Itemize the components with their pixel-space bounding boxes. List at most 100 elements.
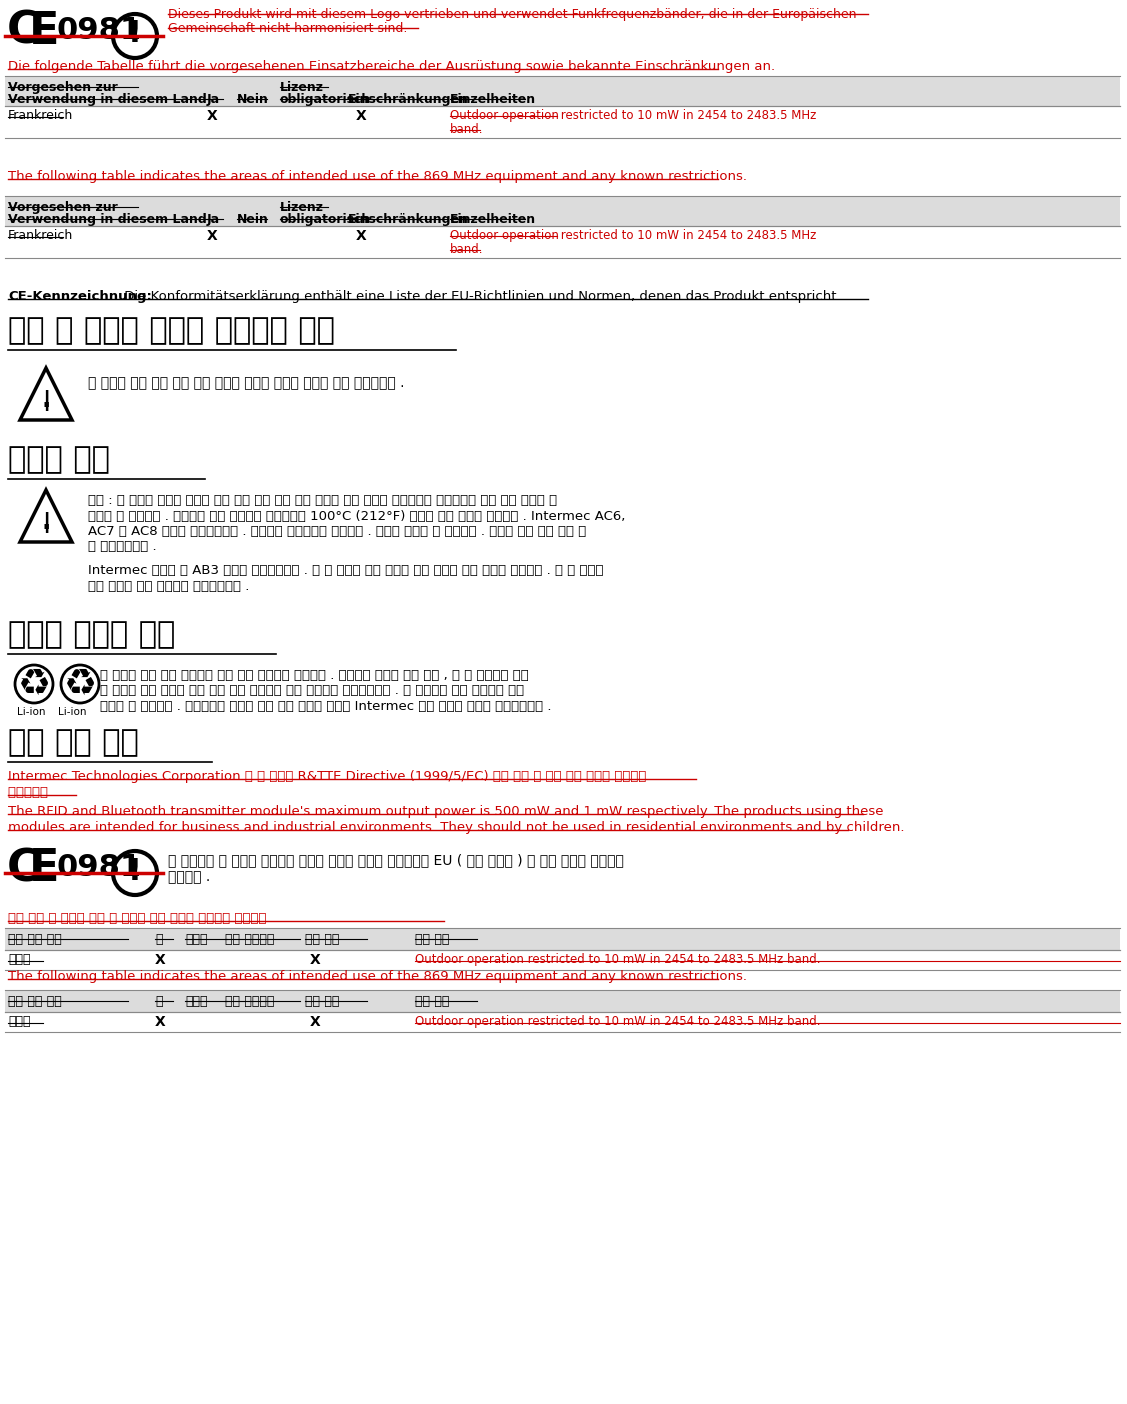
Text: ♻: ♻ — [18, 665, 51, 702]
Text: band.: band. — [450, 243, 483, 256]
Text: 0981: 0981 — [57, 854, 142, 882]
Text: 장비 사용 국가: 장비 사용 국가 — [8, 934, 62, 946]
Text: 프랑스: 프랑스 — [8, 1015, 30, 1028]
Text: AC7 및 AC8 모델만 사용하십시오 . 배터리를 단락시키지 마십시오 . 화재가 발생할 수 있습니다 . 어린이 손이 닿지 않는 곳: AC7 및 AC8 모델만 사용하십시오 . 배터리를 단락시키지 마십시오 .… — [88, 525, 586, 538]
Text: Outdoor operation restricted to 10 mW in 2454 to 2483.5 MHz band.: Outdoor operation restricted to 10 mW in… — [415, 953, 820, 966]
Text: .: . — [42, 388, 51, 413]
FancyBboxPatch shape — [5, 990, 1120, 1012]
Text: 이 표시는 제품 사용 전에 모든 설명서 내용을 읽어야 한다는 것을 나타냅니다 .: 이 표시는 제품 사용 전에 모든 설명서 내용을 읽어야 한다는 것을 나타냅… — [88, 376, 405, 390]
Text: C: C — [7, 10, 39, 53]
Text: 팩은 지침에 따라 올바르게 폐기하십시오 .: 팩은 지침에 따라 올바르게 폐기하십시오 . — [88, 580, 249, 592]
Text: 필요 라이센스: 필요 라이센스 — [225, 934, 274, 946]
Text: 아래 표에 이 장비의 용도 및 알려진 규정 사항이 표시되어 있습니다 .: 아래 표에 이 장비의 용도 및 알려진 규정 사항이 표시되어 있습니다 . — [8, 913, 275, 925]
Text: Vorgesehen zur: Vorgesehen zur — [8, 81, 117, 94]
Text: 프랑스: 프랑스 — [8, 953, 30, 966]
Text: 규정 사항: 규정 사항 — [305, 995, 339, 1008]
Text: 않습니다 .: 않습니다 . — [168, 870, 211, 885]
Text: Li-ion: Li-ion — [17, 708, 45, 717]
FancyBboxPatch shape — [5, 928, 1120, 951]
Text: Intermec Technologies Corporation 은 이 모듈이 R&TTE Directive (1999/5/EC) 필수 조건 및 기타: Intermec Technologies Corporation 은 이 모듈… — [8, 769, 647, 783]
FancyBboxPatch shape — [5, 1012, 1120, 1032]
Text: 규정 사항: 규정 사항 — [305, 934, 339, 946]
Text: X: X — [156, 1015, 166, 1029]
Text: !: ! — [128, 856, 142, 886]
Text: 아니오: 아니오 — [185, 995, 207, 1008]
Text: Intermec 배터리 팩 AB3 모델만 사용하십시오 . 그 외 배터리 팩을 사용할 경우 화재나 폭발 위험이 있습니다 . 다 쓴 배터리: Intermec 배터리 팩 AB3 모델만 사용하십시오 . 그 외 배터리 … — [88, 564, 603, 577]
Text: 이 제품에는 이 로고가 부착되어 있으며 고주파 대역을 사용하므로 EU ( 유럽 공동체 ) 의 경우 사용이 적합하지: 이 제품에는 이 로고가 부착되어 있으며 고주파 대역을 사용하므로 EU (… — [168, 854, 624, 868]
Text: 에 보관하십시오 .: 에 보관하십시오 . — [88, 541, 157, 553]
Text: 0981: 0981 — [57, 15, 142, 45]
Text: |: | — [42, 511, 50, 532]
Text: 주요 무선 정보: 주요 무선 정보 — [8, 729, 139, 757]
Text: Frankreich: Frankreich — [8, 110, 73, 122]
Text: Vorgesehen zur: Vorgesehen zur — [8, 201, 117, 213]
Text: Verwendung in diesem Land: Verwendung in diesem Land — [8, 93, 206, 105]
Text: 주의 : 이 장치에 사용된 배터리 팩은 잘못 다룰 경우 불이 붙거나 화학 반응을 일으키거나 폭발하거나 또는 유독 물질이 흘: 주의 : 이 장치에 사용된 배터리 팩은 잘못 다룰 경우 불이 붙거나 화학… — [88, 494, 557, 507]
Text: Frankreich: Frankreich — [8, 229, 73, 241]
Text: ♻: ♻ — [63, 665, 97, 702]
FancyBboxPatch shape — [5, 951, 1120, 970]
Text: 필요 라이센스: 필요 라이센스 — [225, 995, 274, 1008]
Text: Outdoor operation: Outdoor operation — [450, 110, 559, 122]
Text: X: X — [207, 229, 218, 243]
Text: 상세 정보: 상세 정보 — [415, 995, 450, 1008]
Text: Verwendung in diesem Land: Verwendung in diesem Land — [8, 213, 206, 226]
Text: 장비 사용 국가: 장비 사용 국가 — [8, 995, 62, 1008]
Text: Lizenz: Lizenz — [279, 81, 323, 94]
Text: 예: 예 — [156, 995, 162, 1008]
Text: Outdoor operation: Outdoor operation — [450, 229, 559, 241]
Text: 배터리 정보: 배터리 정보 — [8, 445, 109, 475]
FancyBboxPatch shape — [5, 197, 1120, 226]
Text: Die folgende Tabelle führt die vorgesehenen Einsatzbereiche der Ausrüstung sowie: Die folgende Tabelle führt die vorgesehe… — [8, 60, 775, 73]
Text: X: X — [207, 110, 218, 124]
Text: E: E — [29, 10, 60, 53]
Text: Li-ion: Li-ion — [57, 708, 87, 717]
Text: 시 공인된 폐기 업체나 위험 물질 처리 작업장을 통해 안전하게 폐기하십시오 . 이 배터리는 다른 쓰레기와 함께: 시 공인된 폐기 업체나 위험 물질 처리 작업장을 통해 안전하게 폐기하십시… — [100, 685, 524, 698]
Text: Einschränkungen: Einschränkungen — [348, 93, 469, 105]
Text: 처리할 수 없습니다 . 재활용이나 폐기에 대한 기타 자세한 사항은 Intermec 기술 서비스 센터에 문의하십시오 .: 처리할 수 없습니다 . 재활용이나 폐기에 대한 기타 자세한 사항은 Int… — [100, 701, 551, 713]
Text: restricted to 10 mW in 2454 to 2483.5 MHz: restricted to 10 mW in 2454 to 2483.5 MH… — [557, 229, 816, 241]
Text: Einzelheiten: Einzelheiten — [450, 93, 536, 105]
Text: 아니오: 아니오 — [185, 934, 207, 946]
Text: X: X — [356, 229, 366, 243]
Text: 미국 및 캐나다 이외의 거주자의 경우: 미국 및 캐나다 이외의 거주자의 경우 — [8, 316, 335, 345]
Text: Gemeinschaft nicht harmonisiert sind.: Gemeinschaft nicht harmonisiert sind. — [168, 22, 407, 35]
Text: Outdoor operation restricted to 10 mW in 2454 to 2483.5 MHz band.: Outdoor operation restricted to 10 mW in… — [415, 1015, 820, 1028]
Text: 예: 예 — [156, 934, 162, 946]
Text: band.: band. — [450, 124, 483, 136]
Text: The following table indicates the areas of intended use of the 869 MHz equipment: The following table indicates the areas … — [8, 170, 747, 183]
Text: 상세 정보: 상세 정보 — [415, 934, 450, 946]
Text: X: X — [310, 1015, 321, 1029]
Text: The following table indicates the areas of intended use of the 869 MHz equipment: The following table indicates the areas … — [8, 970, 747, 983]
Text: Dieses Produkt wird mit diesem Logo vertrieben und verwendet Funkfrequenzbänder,: Dieses Produkt wird mit diesem Logo vert… — [168, 8, 857, 21]
Text: Nein: Nein — [237, 93, 269, 105]
FancyBboxPatch shape — [5, 76, 1120, 105]
FancyBboxPatch shape — [5, 226, 1120, 258]
Text: 보증합니다 .: 보증합니다 . — [8, 785, 56, 799]
Text: obligatorisch: obligatorisch — [279, 93, 371, 105]
Text: restricted to 10 mW in 2454 to 2483.5 MHz: restricted to 10 mW in 2454 to 2483.5 MH… — [557, 110, 816, 122]
Text: CE-Kennzeichnung:: CE-Kennzeichnung: — [8, 291, 152, 303]
Text: X: X — [156, 953, 166, 967]
Text: Lizenz: Lizenz — [279, 201, 323, 213]
Text: Einschränkungen: Einschränkungen — [348, 213, 469, 226]
Text: modules are intended for business and industrial environments. They should not b: modules are intended for business and in… — [8, 820, 905, 834]
Text: The RFID and Bluetooth transmitter module's maximum output power is 500 mW and 1: The RFID and Bluetooth transmitter modul… — [8, 804, 884, 819]
Text: Die Konformitätserklärung enthält eine Liste der EU-Richtlinien und Normen, dene: Die Konformitätserklärung enthält eine L… — [119, 291, 841, 303]
FancyBboxPatch shape — [5, 105, 1120, 138]
Text: |: | — [42, 390, 50, 411]
Text: 이 제품은 리튬 이온 배터리를 내장 또는 사용하고 있습니다 . 배터리의 수명이 다한 경우 , 다 쓴 배터리는 반드: 이 제품은 리튬 이온 배터리를 내장 또는 사용하고 있습니다 . 배터리의 … — [100, 668, 529, 682]
Text: Ja: Ja — [207, 213, 220, 226]
Text: X: X — [310, 953, 321, 967]
Text: obligatorisch: obligatorisch — [279, 213, 371, 226]
Text: Ja: Ja — [207, 93, 220, 105]
Text: .: . — [42, 510, 51, 534]
Text: Einzelheiten: Einzelheiten — [450, 213, 536, 226]
Text: !: ! — [128, 20, 142, 49]
Text: X: X — [356, 110, 366, 124]
Text: 배터리 재활용 정보: 배터리 재활용 정보 — [8, 621, 176, 649]
Text: Nein: Nein — [237, 213, 269, 226]
Text: C: C — [7, 847, 39, 890]
Text: 러나올 수 있습니다 . 배터리를 불에 태우거나 분해하거나 100°C (212°F) 이상의 열을 가하지 마십시오 . Intermec AC6,: 러나올 수 있습니다 . 배터리를 불에 태우거나 분해하거나 100°C (2… — [88, 510, 625, 522]
Text: E: E — [29, 847, 60, 890]
